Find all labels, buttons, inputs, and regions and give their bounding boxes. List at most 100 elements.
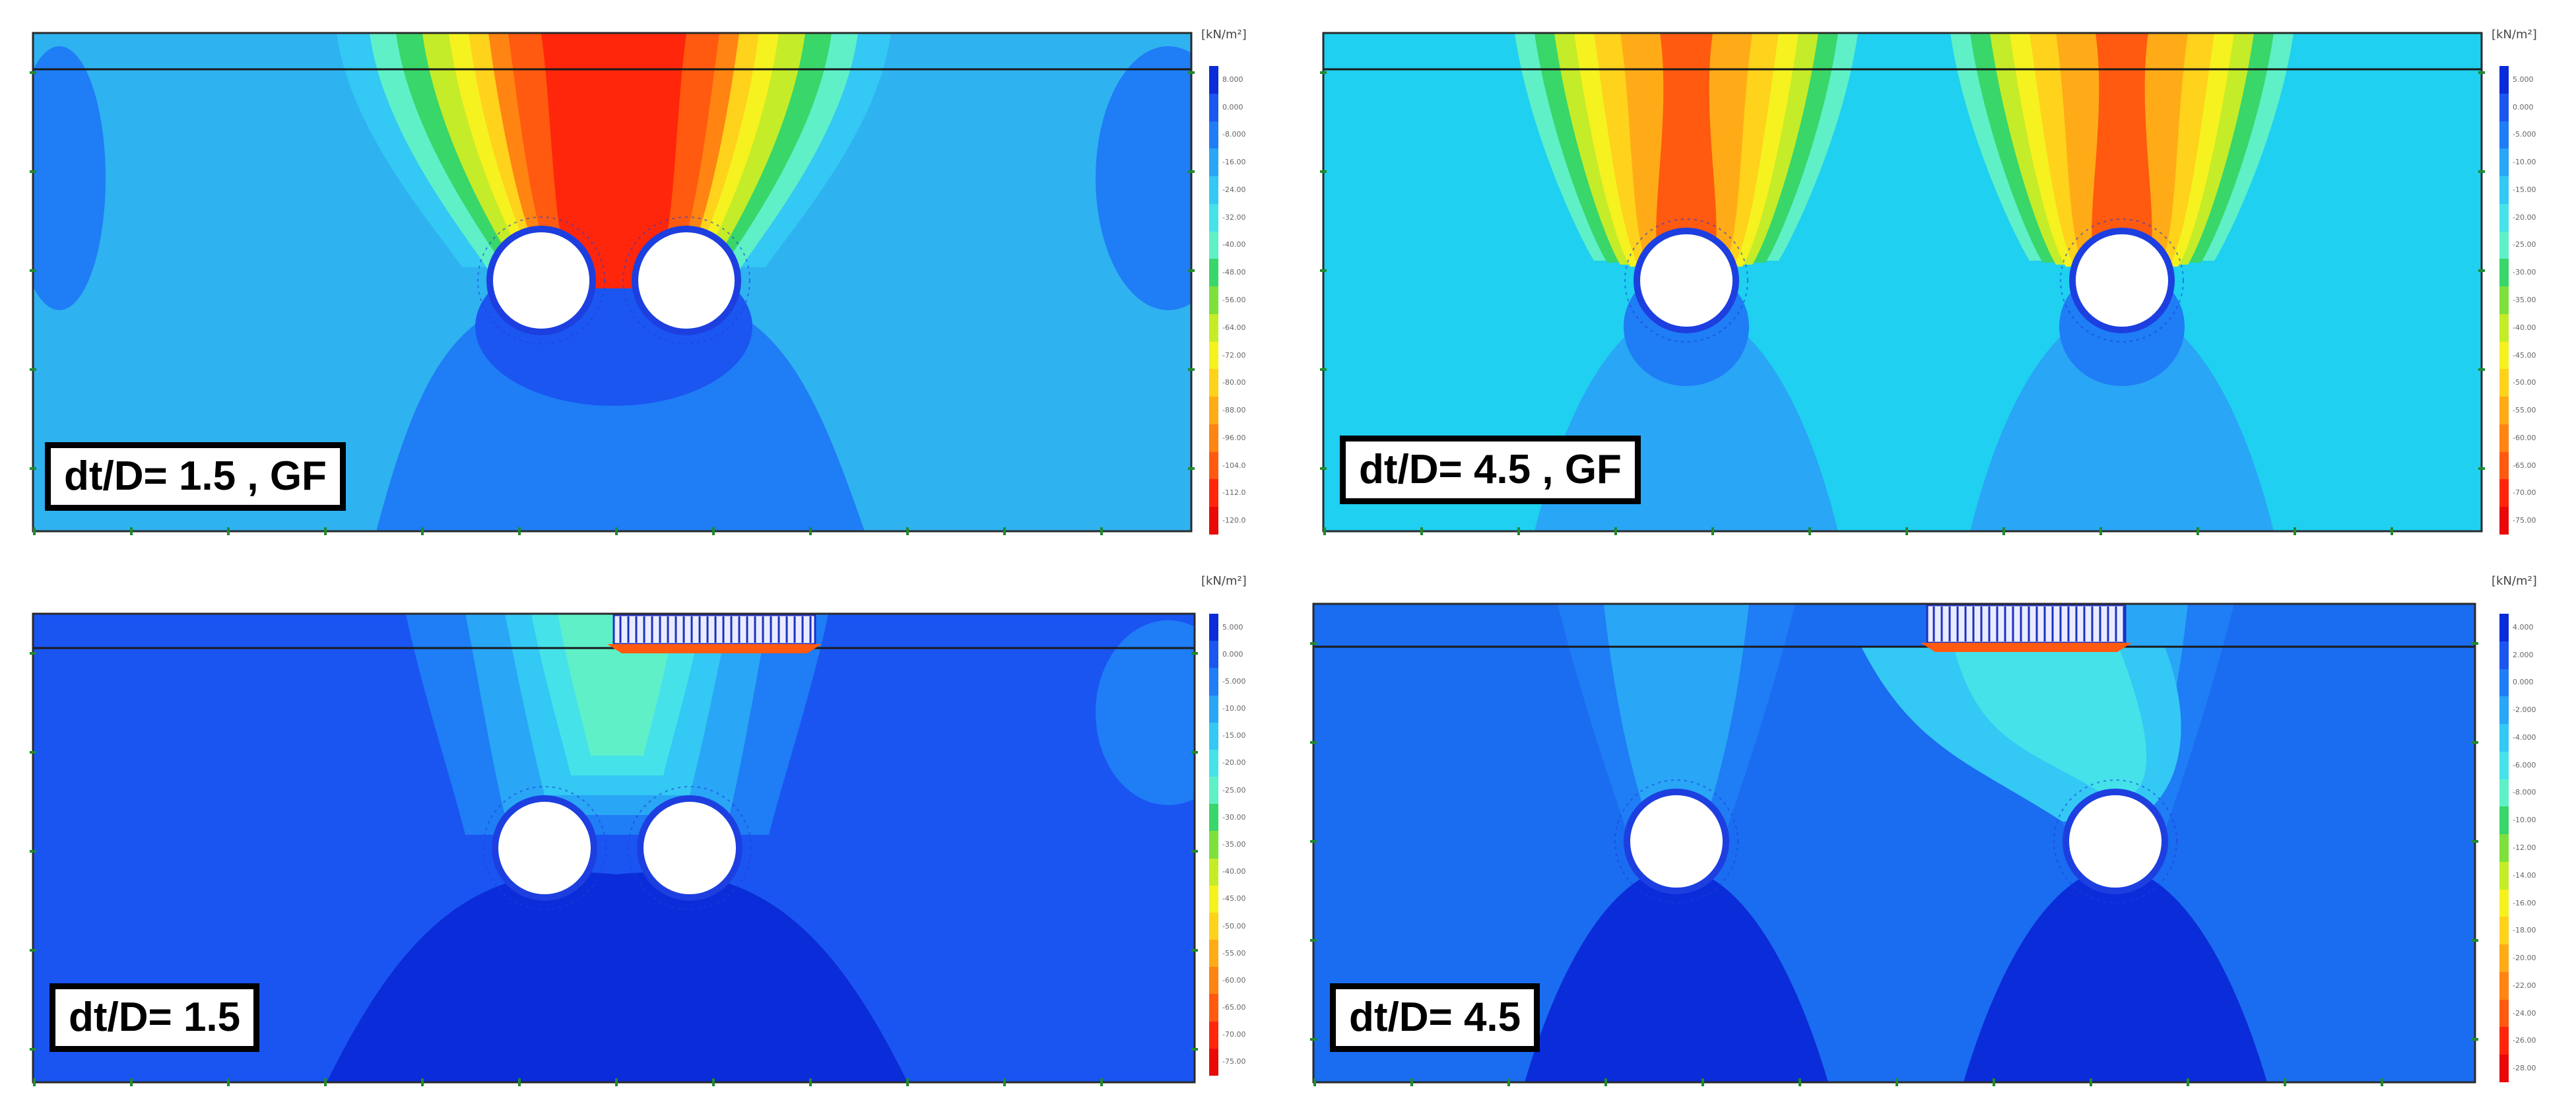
legend-swatch [2499,286,2509,315]
legend-swatch [2499,1055,2509,1083]
tunnel [2060,218,2184,343]
legend-swatch [1209,369,1218,397]
legend-tick-label: -64.00 [1222,323,1246,332]
legend-swatch [2499,971,2509,1000]
legend-tick-label: -4.000 [2513,733,2536,742]
legend-tick-label: -22.00 [2513,981,2536,990]
legend-swatch [2499,696,2509,725]
legend-tick-label: -55.00 [2513,406,2536,415]
legend-tick-label: -112.0 [1222,488,1246,498]
unit-label: [kN/m²] [2492,574,2537,588]
legend-tick-label: -70.00 [1222,1030,1246,1039]
tunnel-lining [1624,789,1729,894]
legend-tick-label: -65.00 [2513,461,2536,470]
legend-swatch [1209,507,1218,535]
legend-swatch [2499,614,2509,642]
contour-band [1964,868,2267,1082]
legend-swatch [2499,313,2509,343]
contour-field [1323,33,2482,531]
tunnel-lining [492,795,597,901]
legend-tick-label: -18.00 [2513,926,2536,935]
legend-swatch [1209,940,1218,967]
legend-tick-label: -120.0 [1222,516,1246,525]
legend-swatch [2499,861,2509,890]
legend-tick-label: -72.00 [1222,350,1246,360]
tunnel-influence-ring [1614,779,1738,903]
legend-tick-label: -50.00 [2513,378,2536,387]
legend-tick-label: -6.000 [2513,760,2536,769]
tunnel-lining [486,226,596,335]
legend-tick-label: -60.00 [2513,433,2536,442]
contour-band [327,872,908,1082]
legend-tick-label: -5.000 [1222,676,1246,686]
legend-swatch [1209,1021,1218,1049]
legend-tick-label: -25.00 [1222,785,1246,795]
contour-band [541,33,686,288]
stress-contour-plot [30,32,1195,535]
legend-tick-label: -25.00 [2513,240,2536,249]
legend-tick-label: 0.000 [2513,678,2534,687]
legend-tick-label: -16.00 [1222,158,1246,167]
legend-swatch [1209,424,1218,453]
legend-tick-label: -10.00 [2513,816,2536,825]
contour-band [1096,620,1195,805]
tunnel-influence-ring [1624,218,1748,343]
legend-tick-label: -24.00 [1222,185,1246,194]
legend-tick-label: 4.000 [2513,622,2534,632]
strip-footing [1921,604,2132,652]
legend-tick-label: -40.00 [1222,867,1246,876]
contour-band [1954,647,2147,802]
legend-tick-label: 5.000 [2513,75,2534,84]
legend-tick-label: -8.000 [2513,788,2536,797]
legend-tick-label: -60.00 [1222,975,1246,985]
panel-label: dt/D= 1.5 [50,983,260,1052]
model-boundary [1322,32,2483,533]
legend-swatch [2499,917,2509,945]
legend-swatch [1209,777,1218,804]
tunnel-lining [1634,228,1739,333]
model-boundary [1312,603,2476,1084]
tunnel-influence-ring [482,786,607,910]
contour-panel-bottom-left: [kN/m²] 5.000 0.000 -5.000 -10.00 -15.00 -20.… [30,574,1247,1086]
legend-swatch [1209,479,1218,507]
unit-label: [kN/m²] [1201,574,1247,588]
model-boundary [32,32,1193,533]
contour-panel-bottom-right: [kN/m²] 4.000 2.000 0.000 -2.000 -4.000 -6.00… [1310,574,2537,1086]
legend-swatch [2499,1027,2509,1055]
legend-swatch [2499,176,2509,205]
legend-tick-label: -45.00 [2513,350,2536,360]
legend-swatch [1209,994,1218,1022]
contour-field [1313,604,2475,1082]
tunnel-lining [632,226,741,335]
legend-swatch [2499,944,2509,973]
legend-tick-label: -24.00 [2513,1008,2536,1018]
contour-band [33,46,106,310]
legend-swatch [1209,176,1218,205]
legend-swatch [2499,397,2509,425]
tunnel [622,216,750,344]
legend-tick-label: -30.00 [2513,268,2536,277]
legend-swatch [1209,148,1218,177]
legend-tick-label: -15.00 [1222,731,1246,740]
legend-swatch [2499,203,2509,232]
legend-swatch [1209,885,1218,913]
legend-swatch [1209,858,1218,886]
legend-tick-label: -35.00 [1222,840,1246,849]
tunnel-influence-ring [477,216,605,344]
legend-swatch [1209,912,1218,940]
footing-edge-stress [607,644,822,653]
contour-band [1604,604,1749,828]
tunnel [1614,779,1738,903]
legend-swatch [1209,313,1218,343]
contour-band [1096,46,1191,310]
legend-tick-label: -14.00 [2513,870,2536,880]
legend-tick-label: -16.00 [2513,898,2536,907]
legend-tick-label: -8.000 [1222,130,1246,139]
legend-swatch [1209,722,1218,750]
legend-swatch [2499,231,2509,259]
tunnel-lining [637,795,743,901]
legend-swatch [1209,641,1218,669]
legend-swatch [2499,669,2509,697]
legend-swatch [2499,341,2509,370]
legend-swatch [2499,479,2509,507]
